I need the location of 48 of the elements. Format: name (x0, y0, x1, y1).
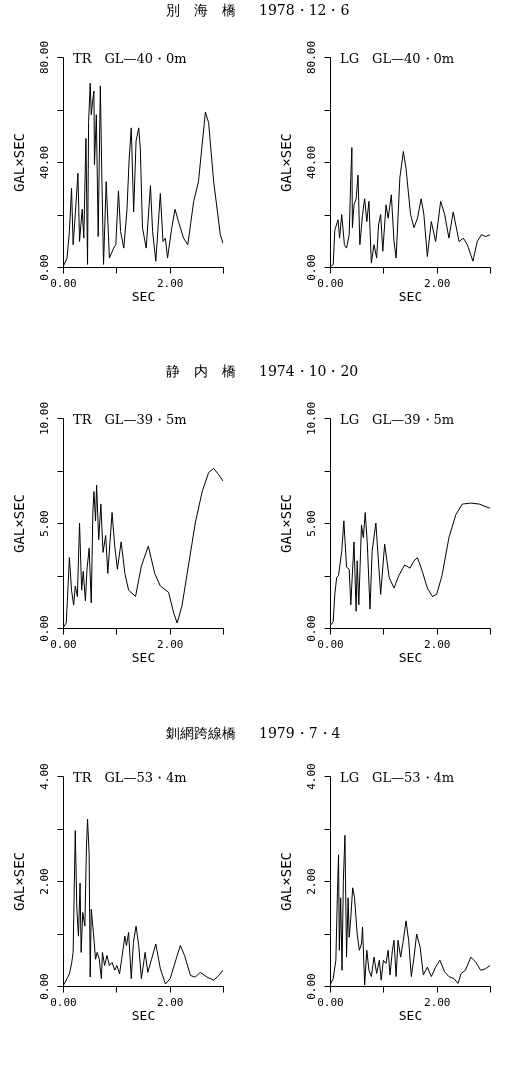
x-tick-label: 0.00 (317, 637, 344, 651)
x-tick-label: 0.00 (50, 276, 77, 290)
annotation: LG GL—40・0m (340, 51, 455, 66)
y-tick-label: 10.00 (304, 401, 318, 436)
annotation: LG GL—53・4m (340, 770, 455, 785)
y-tick-label: 5.00 (37, 510, 51, 537)
chart-title: 1978・12・6 (259, 2, 350, 19)
y-tick-label: 40.00 (304, 145, 318, 180)
y-tick-label: 80.00 (304, 40, 318, 75)
x-tick-label: 2.00 (423, 276, 451, 290)
y-tick-label: 4.00 (304, 763, 318, 790)
annotation: TR GL—53・4m (73, 770, 187, 785)
chart-title: 静 内 橋 (165, 363, 236, 380)
x-axis-title: SEC (131, 649, 156, 665)
y-axis-title: GAL×SEC (10, 851, 27, 912)
y-tick-label: 10.00 (37, 401, 51, 436)
x-tick-label: 2.00 (156, 276, 184, 290)
y-axis-title: GAL×SEC (277, 851, 294, 912)
annotation: TR GL—39・5m (73, 412, 187, 427)
x-tick-label: 0.00 (50, 995, 77, 1009)
x-axis-title: SEC (131, 288, 156, 304)
y-tick-label: 5.00 (304, 510, 318, 537)
y-tick-label: 80.00 (37, 40, 51, 75)
chart-title: 1974・10・20 (259, 363, 359, 380)
y-tick-label: 40.00 (37, 145, 51, 180)
x-tick-label: 2.00 (156, 995, 184, 1009)
x-tick-label: 2.00 (156, 637, 184, 651)
x-axis-title: SEC (398, 288, 423, 304)
y-axis-title: GAL×SEC (10, 493, 27, 554)
annotation: TR GL—40・0m (73, 51, 187, 66)
y-axis-title: GAL×SEC (277, 132, 294, 193)
x-axis-title: SEC (398, 649, 423, 665)
x-tick-label: 0.00 (317, 995, 344, 1009)
y-tick-label: 2.00 (304, 868, 318, 895)
x-tick-label: 2.00 (423, 995, 451, 1009)
x-tick-label: 0.00 (50, 637, 77, 651)
x-axis-title: SEC (131, 1007, 156, 1023)
y-axis-title: GAL×SEC (277, 493, 294, 554)
chart-title: 1979・7・4 (259, 724, 341, 741)
y-tick-label: 4.00 (37, 763, 51, 790)
x-tick-label: 2.00 (423, 637, 451, 651)
y-axis-title: GAL×SEC (10, 132, 27, 193)
chart-title: 釧網跨線橋 (165, 724, 236, 741)
y-tick-label: 2.00 (37, 868, 51, 895)
chart-title: 別 海 橋 (165, 2, 236, 19)
x-tick-label: 0.00 (317, 276, 344, 290)
annotation: LG GL—39・5m (340, 412, 455, 427)
x-axis-title: SEC (398, 1007, 423, 1023)
